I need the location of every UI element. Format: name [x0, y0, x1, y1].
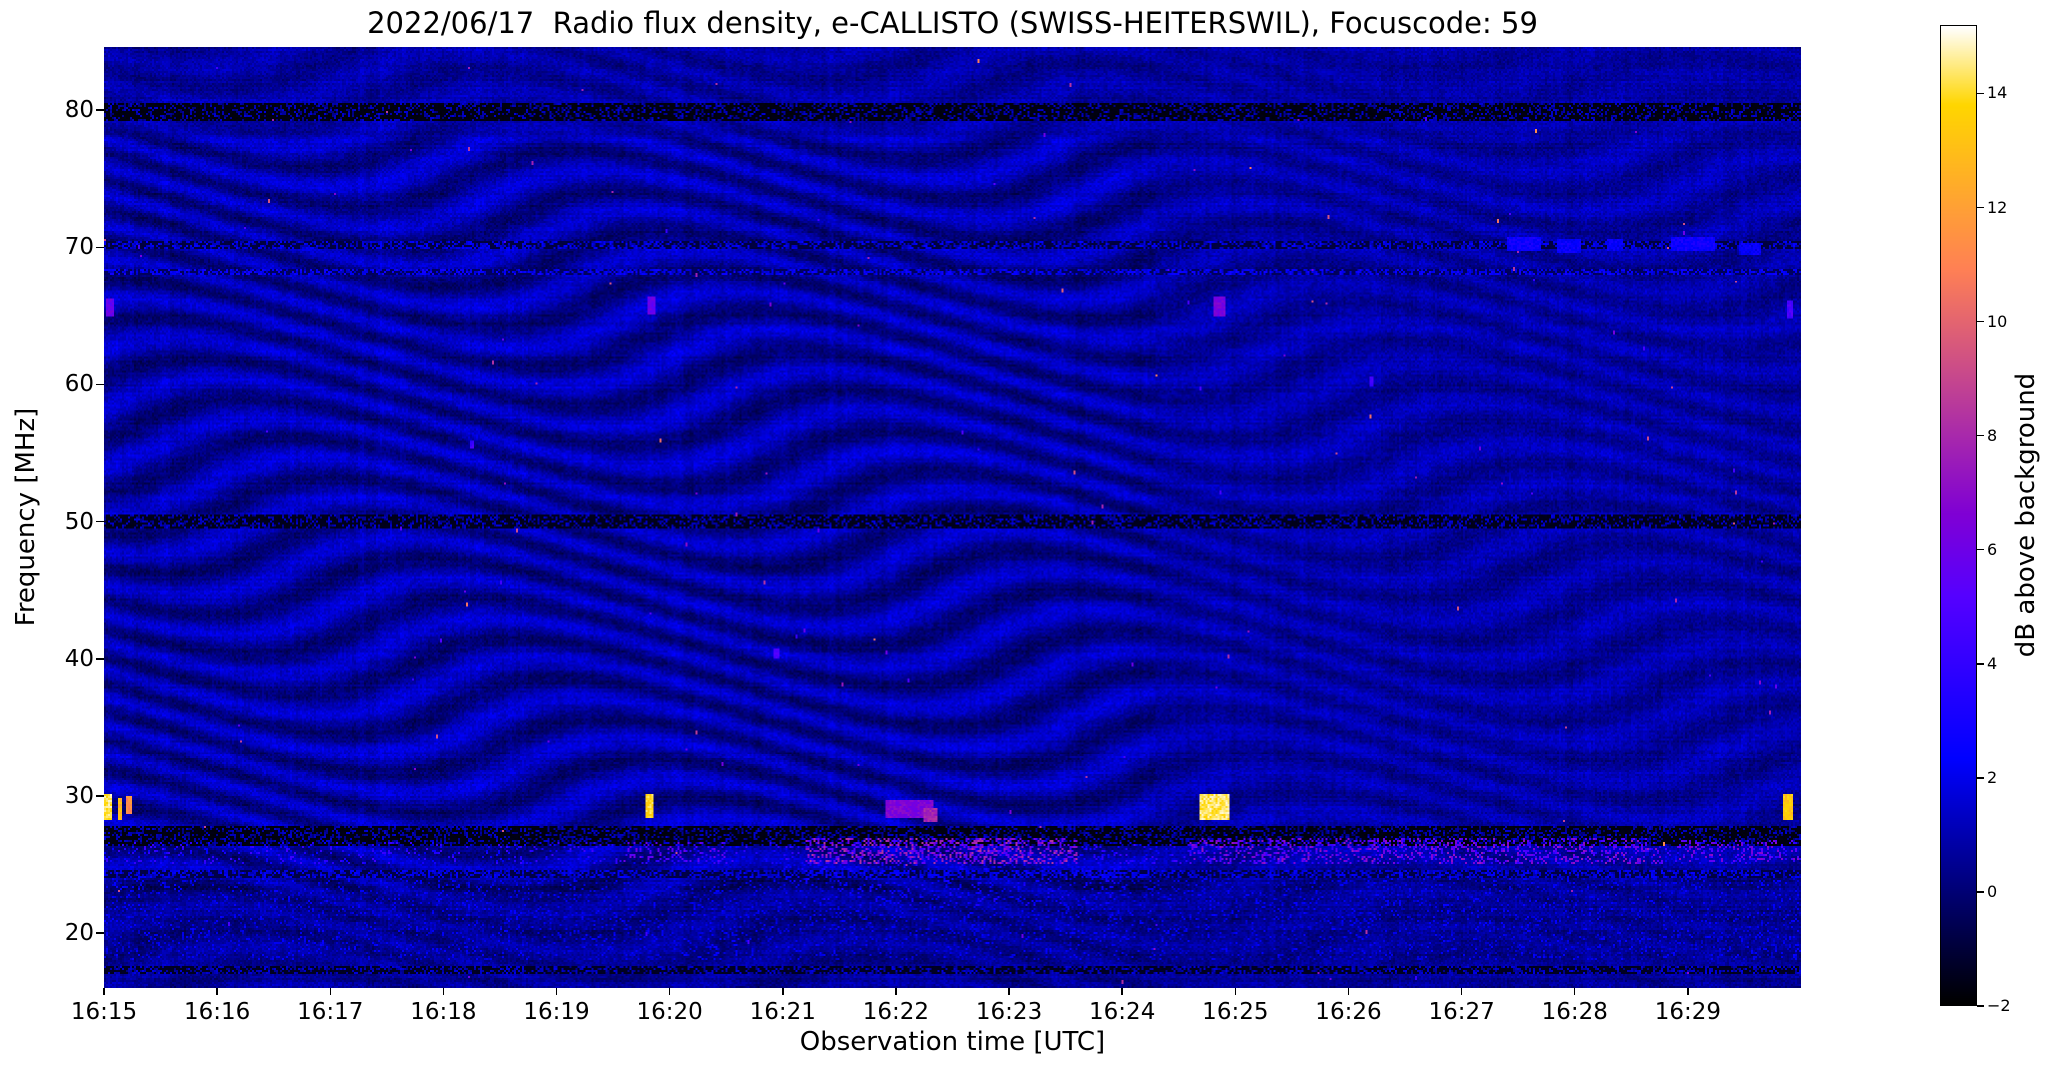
y-tick-mark [96, 383, 104, 386]
colorbar-tick-label: 4 [1987, 653, 1998, 673]
colorbar [1940, 25, 1977, 1006]
x-tick-mark [1687, 988, 1689, 995]
chart-title: 2022/06/17 Radio flux density, e-CALLIST… [367, 6, 1538, 40]
x-tick-mark [1347, 988, 1350, 995]
colorbar-tick-label: 2 [1987, 767, 1998, 787]
x-tick-mark [1008, 988, 1010, 995]
colorbar-tick-mark [1977, 92, 1984, 95]
x-tick-mark [329, 988, 332, 995]
x-tick-label: 16:20 [636, 999, 703, 1025]
y-tick-label: 20 [64, 920, 94, 947]
y-tick-label: 40 [64, 645, 94, 672]
colorbar-tick-label: 6 [1987, 539, 1998, 559]
colorbar-tick-mark [1977, 548, 1984, 551]
colorbar-tick-mark [1977, 663, 1984, 665]
colorbar-tick-label: 0 [1987, 881, 1998, 901]
x-tick-label: 16:27 [1428, 999, 1495, 1025]
x-tick-mark [1234, 988, 1237, 995]
x-tick-mark [103, 988, 105, 995]
x-tick-label: 16:21 [749, 999, 816, 1025]
colorbar-tick-label: 14 [1987, 83, 2008, 103]
y-tick-mark [96, 795, 104, 797]
colorbar-tick-label: 8 [1987, 425, 1998, 445]
y-tick-label: 80 [64, 97, 94, 124]
colorbar-tick-mark [1977, 1005, 1984, 1007]
x-tick-mark [1121, 988, 1123, 995]
x-tick-mark [1573, 988, 1576, 995]
x-tick-label: 16:18 [410, 999, 477, 1025]
colorbar-tick-label: 10 [1987, 311, 2008, 331]
x-tick-mark [782, 988, 784, 995]
x-tick-label: 16:25 [1202, 999, 1269, 1025]
y-tick-mark [96, 520, 104, 523]
y-tick-label: 60 [64, 371, 94, 398]
colorbar-tick-mark [1977, 777, 1984, 779]
x-tick-label: 16:23 [975, 999, 1043, 1025]
y-tick-label: 50 [64, 508, 94, 535]
x-tick-label: 16:15 [70, 999, 138, 1025]
x-tick-label: 16:17 [297, 999, 364, 1025]
colorbar-tick-mark [1977, 434, 1984, 437]
y-tick-label: 30 [64, 782, 94, 809]
x-tick-mark [442, 988, 445, 995]
plot-area [104, 47, 1801, 988]
x-tick-label: 16:16 [183, 999, 251, 1025]
colorbar-tick-mark [1977, 206, 1984, 209]
x-tick-label: 16:19 [523, 999, 590, 1025]
y-tick-mark [96, 109, 104, 111]
x-tick-mark [216, 988, 218, 995]
x-tick-mark [668, 988, 671, 995]
x-tick-label: 16:28 [1541, 999, 1608, 1025]
colorbar-gradient [1941, 26, 1976, 1005]
x-tick-label: 16:22 [862, 999, 930, 1025]
spectrogram-canvas [104, 47, 1801, 988]
y-tick-mark [96, 658, 104, 660]
colorbar-tick-label: 12 [1987, 197, 2008, 217]
colorbar-label: dB above background [2011, 372, 2041, 658]
x-tick-label: 16:29 [1654, 999, 1722, 1025]
y-tick-label: 70 [64, 234, 94, 261]
x-tick-label: 16:24 [1089, 999, 1156, 1025]
x-tick-mark [1460, 988, 1463, 995]
colorbar-tick-mark [1977, 320, 1984, 323]
y-tick-mark [96, 932, 104, 934]
y-tick-mark [96, 246, 104, 249]
colorbar-tick-mark [1977, 891, 1984, 893]
colorbar-tick-label: −2 [1987, 996, 2011, 1015]
x-tick-label: 16:26 [1315, 999, 1382, 1025]
x-tick-mark [555, 988, 558, 995]
x-tick-mark [895, 988, 897, 995]
x-axis-label: Observation time [UTC] [799, 1027, 1106, 1057]
